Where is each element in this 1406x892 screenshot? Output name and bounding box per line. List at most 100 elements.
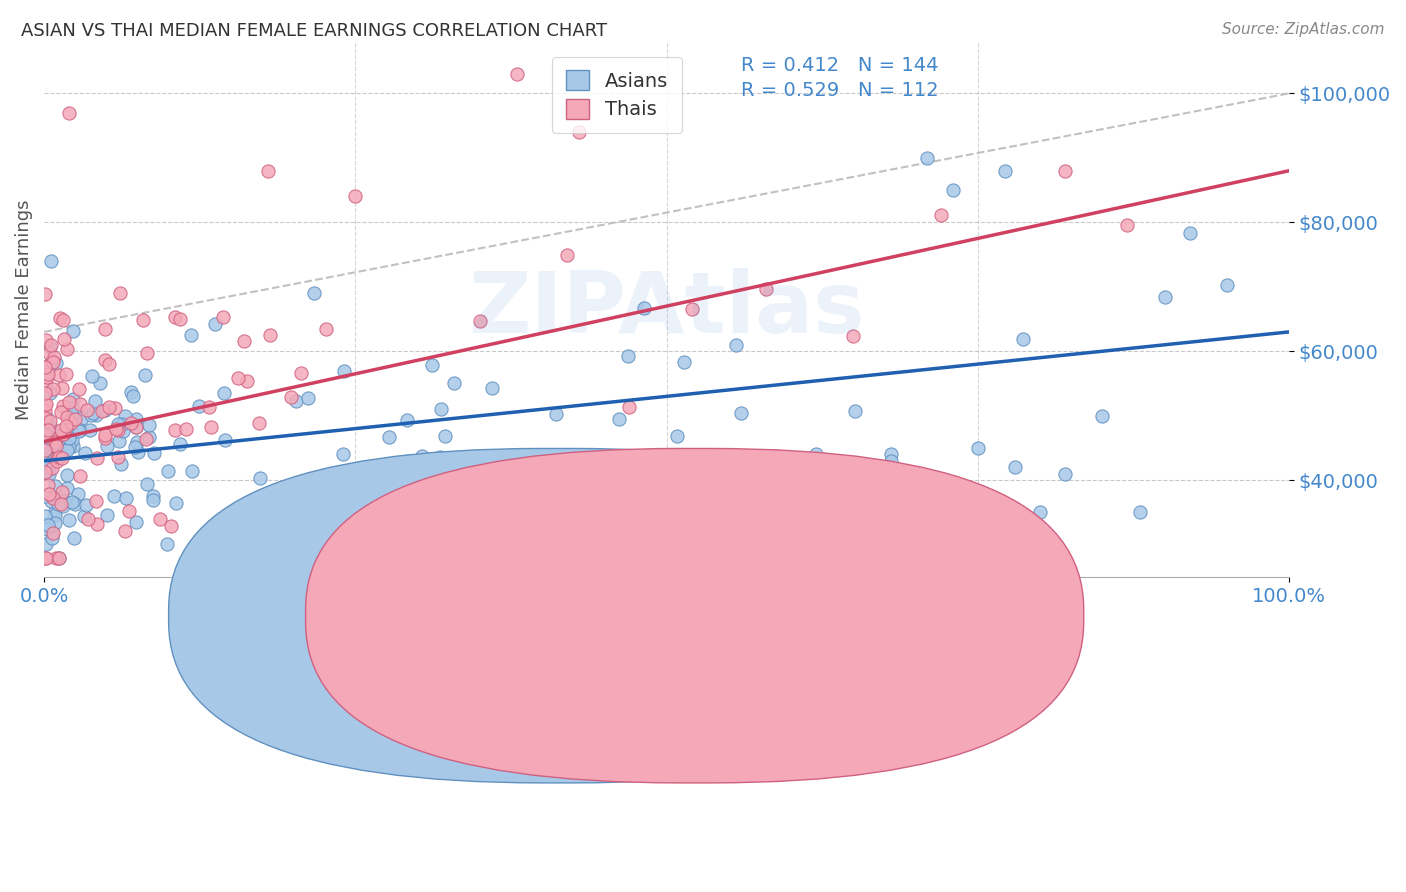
Point	[1178, 226, 1201, 240]
Point	[34, 489, 56, 503]
Point	[66, 487, 89, 501]
Point	[84, 394, 107, 409]
Point	[607, 411, 630, 425]
Point	[34, 413, 56, 427]
Point	[630, 454, 652, 468]
Point	[125, 516, 148, 530]
Point	[110, 458, 132, 472]
Point	[58, 394, 80, 409]
Point	[44, 508, 66, 522]
Point	[58, 440, 80, 454]
Point	[79, 409, 101, 423]
Point	[34, 517, 56, 532]
Point	[52, 399, 75, 413]
Point	[34, 287, 56, 301]
Point	[188, 399, 211, 413]
Point	[136, 476, 159, 491]
Point	[780, 480, 803, 494]
Point	[204, 317, 226, 331]
Point	[156, 464, 179, 478]
Point	[35, 427, 58, 442]
Point	[163, 424, 186, 438]
Point	[880, 447, 903, 461]
Point	[38, 414, 60, 428]
Point	[34, 386, 56, 401]
Point	[38, 457, 60, 471]
Point	[41, 491, 63, 505]
Point	[41, 525, 63, 540]
Point	[52, 494, 75, 508]
Point	[53, 332, 76, 346]
Point	[34, 442, 56, 457]
Point	[63, 497, 86, 511]
Point	[880, 454, 903, 468]
Point	[34, 467, 56, 481]
Point	[120, 384, 142, 399]
Point	[165, 496, 187, 510]
Point	[842, 329, 865, 343]
Point	[38, 463, 60, 477]
Point	[37, 441, 59, 455]
Point	[46, 428, 69, 442]
Point	[344, 189, 367, 203]
Point	[93, 428, 115, 442]
Point	[212, 310, 235, 324]
Point	[38, 467, 60, 481]
Point	[481, 381, 503, 395]
Point	[755, 282, 778, 296]
Point	[681, 301, 703, 316]
Point	[34, 398, 56, 412]
Point	[617, 349, 640, 363]
Point	[430, 401, 453, 416]
Point	[429, 450, 451, 464]
Point	[247, 416, 270, 430]
Point	[332, 447, 354, 461]
Point	[38, 346, 60, 360]
Point	[107, 423, 129, 437]
Point	[544, 407, 567, 421]
Point	[39, 337, 62, 351]
Point	[48, 368, 70, 383]
Point	[104, 401, 127, 416]
Point	[249, 471, 271, 485]
Point	[34, 508, 56, 523]
Point	[62, 392, 84, 406]
Point	[51, 484, 73, 499]
Point	[124, 420, 146, 434]
Point	[34, 550, 56, 565]
Point	[84, 408, 107, 422]
Point	[35, 397, 58, 411]
Point	[804, 454, 827, 468]
Point	[49, 405, 72, 419]
Point	[55, 418, 77, 433]
Point	[63, 412, 86, 426]
Point	[174, 422, 197, 436]
Point	[724, 338, 747, 352]
Point	[53, 437, 76, 451]
Point	[1004, 460, 1026, 475]
Point	[93, 353, 115, 368]
Point	[285, 394, 308, 409]
Point	[97, 357, 120, 371]
Point	[904, 486, 927, 500]
Point	[1153, 290, 1175, 304]
Point	[555, 248, 578, 262]
Point	[42, 382, 65, 396]
Point	[42, 351, 65, 365]
Point	[127, 445, 149, 459]
Point	[142, 492, 165, 507]
Point	[52, 426, 75, 441]
Point	[45, 439, 67, 453]
Point	[619, 400, 641, 414]
Point	[672, 355, 695, 369]
Point	[915, 151, 938, 165]
Point	[84, 494, 107, 508]
Point	[124, 440, 146, 454]
Point	[34, 359, 56, 374]
Point	[730, 486, 752, 500]
Point	[48, 450, 70, 464]
Point	[967, 441, 990, 455]
Point	[37, 522, 59, 536]
Point	[259, 328, 281, 343]
Point	[45, 550, 67, 565]
